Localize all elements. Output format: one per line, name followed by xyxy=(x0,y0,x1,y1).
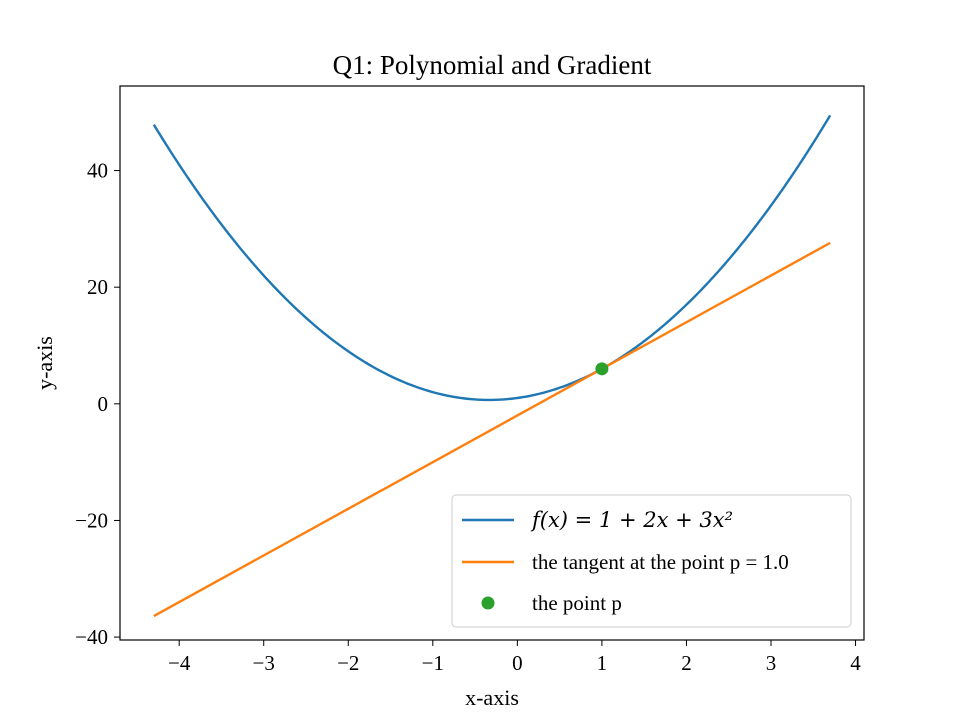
x-tick-label: 2 xyxy=(681,651,692,675)
x-tick-label: 4 xyxy=(850,651,861,675)
x-tick-label: 1 xyxy=(597,651,608,675)
legend-label-point: the point p xyxy=(532,591,622,615)
x-tick-label: −4 xyxy=(168,651,191,675)
legend-label-tangent: the tangent at the point p = 1.0 xyxy=(532,550,789,574)
legend: f(x) = 1 + 2x + 3x² the tangent at the p… xyxy=(451,494,852,628)
y-axis-label: y-axis xyxy=(32,336,57,390)
y-tick-label: 40 xyxy=(87,159,108,183)
series-tangent-line xyxy=(153,241,831,618)
x-tick-label: −3 xyxy=(253,651,275,675)
y-tick-label: 20 xyxy=(87,275,108,299)
y-tick-label: 0 xyxy=(98,392,109,416)
legend-point-swatch xyxy=(481,596,495,610)
x-tick-label: 0 xyxy=(512,651,523,675)
plot-frame xyxy=(119,85,865,641)
x-tick-label: −2 xyxy=(337,651,359,675)
x-axis-label: x-axis xyxy=(465,685,519,710)
plot-area xyxy=(152,114,832,618)
series-curve-line xyxy=(152,114,832,402)
y-tick-label: −20 xyxy=(75,508,108,532)
y-axis-ticks: −40 −20 0 20 40 xyxy=(75,159,120,649)
legend-box xyxy=(451,494,852,628)
x-axis-ticks: −4 −3 −2 −1 0 1 2 3 4 xyxy=(168,640,861,675)
y-tick-label: −40 xyxy=(75,625,108,649)
chart-title: Q1: Polynomial and Gradient xyxy=(333,50,652,80)
x-tick-label: −1 xyxy=(422,651,444,675)
legend-label-curve: f(x) = 1 + 2x + 3x² xyxy=(530,508,733,532)
x-tick-label: 3 xyxy=(766,651,777,675)
series-point-marker xyxy=(595,362,609,376)
